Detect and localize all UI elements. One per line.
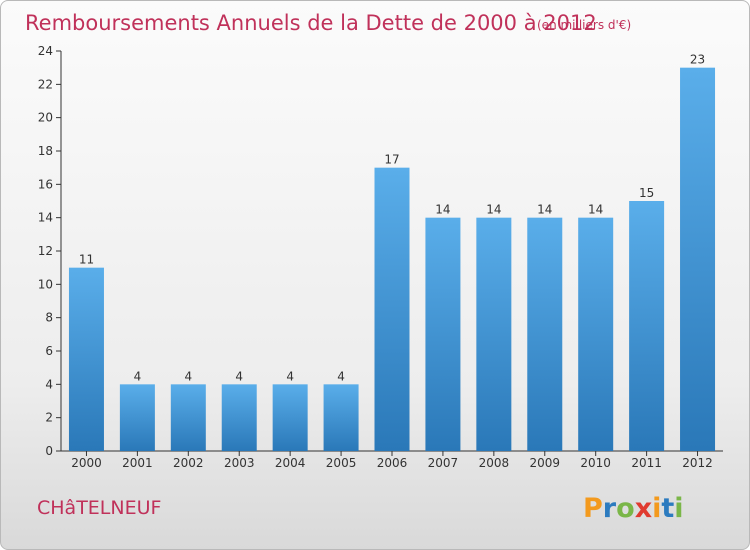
value-label-2007: 14 <box>435 203 450 217</box>
bar-2004 <box>272 384 308 451</box>
bar-2002 <box>170 384 206 451</box>
value-label-2012: 23 <box>690 53 705 67</box>
bars: 11 4 4 4 4 4 17 14 14 14 14 15 23 <box>68 53 716 452</box>
bar-2012 <box>680 67 716 452</box>
logo-letter: i <box>652 493 661 524</box>
value-label-2006: 17 <box>384 153 399 167</box>
x-tick-label-2012: 2012 <box>682 456 713 470</box>
y-tick-label: 0 <box>45 444 53 458</box>
y-tick-label: 24 <box>38 44 53 58</box>
y-tick-label: 16 <box>38 177 53 191</box>
x-tick-label-2008: 2008 <box>479 456 510 470</box>
proxiti-logo: Proxiti <box>583 493 684 524</box>
y-tick-label: 2 <box>45 411 53 425</box>
chart-unit-label: (en milliers d'€) <box>537 18 631 32</box>
x-tick-label-2010: 2010 <box>580 456 611 470</box>
y-tick-label: 8 <box>45 311 53 325</box>
value-label-2009: 14 <box>537 203 552 217</box>
value-label-2002: 4 <box>184 369 192 383</box>
x-tick-label-2009: 2009 <box>529 456 560 470</box>
x-axis: 2000 2001 2002 2003 2004 2005 2006 2007 2008 2009… <box>61 450 723 470</box>
x-tick-label-2007: 2007 <box>428 456 459 470</box>
value-label-2011: 15 <box>639 186 654 200</box>
x-tick-label-2003: 2003 <box>224 456 255 470</box>
logo-letter: r <box>603 493 617 524</box>
x-tick-label-2011: 2011 <box>631 456 662 470</box>
y-tick-label: 22 <box>38 77 53 91</box>
value-label-2000: 11 <box>79 253 94 267</box>
bar-2008 <box>476 217 512 451</box>
y-tick-label: 14 <box>38 211 53 225</box>
value-label-2005: 4 <box>337 369 345 383</box>
bar-2009 <box>527 217 563 451</box>
bar-2000 <box>68 267 104 451</box>
y-tick-label: 4 <box>45 377 53 391</box>
x-tick-label-2004: 2004 <box>275 456 306 470</box>
value-label-2008: 14 <box>486 203 501 217</box>
bar-2011 <box>629 201 665 451</box>
bar-2006 <box>374 167 410 451</box>
value-label-2003: 4 <box>235 369 243 383</box>
logo-letter: x <box>635 493 652 524</box>
value-label-2001: 4 <box>134 369 142 383</box>
y-tick-label: 12 <box>38 244 53 258</box>
logo-letter: P <box>583 493 603 524</box>
logo-letter: t <box>661 493 674 524</box>
x-tick-label-2000: 2000 <box>71 456 102 470</box>
bar-2010 <box>578 217 614 451</box>
bar-2005 <box>323 384 359 451</box>
x-tick-label-2001: 2001 <box>122 456 153 470</box>
bar-2003 <box>221 384 257 451</box>
y-tick-label: 20 <box>38 111 53 125</box>
x-tick-label-2002: 2002 <box>173 456 204 470</box>
logo-letter: i <box>674 493 683 524</box>
bar-2001 <box>119 384 155 451</box>
y-tick-label: 6 <box>45 344 53 358</box>
bar-2007 <box>425 217 461 451</box>
chart-title: Remboursements Annuels de la Dette de 20… <box>25 11 597 35</box>
value-label-2010: 14 <box>588 203 603 217</box>
value-label-2004: 4 <box>286 369 294 383</box>
x-tick-label-2005: 2005 <box>326 456 357 470</box>
commune-name: CHâTELNEUF <box>37 497 161 519</box>
y-tick-label: 18 <box>38 144 53 158</box>
y-tick-label: 10 <box>38 277 53 291</box>
logo-letter: o <box>616 493 635 524</box>
x-tick-label-2006: 2006 <box>377 456 408 470</box>
